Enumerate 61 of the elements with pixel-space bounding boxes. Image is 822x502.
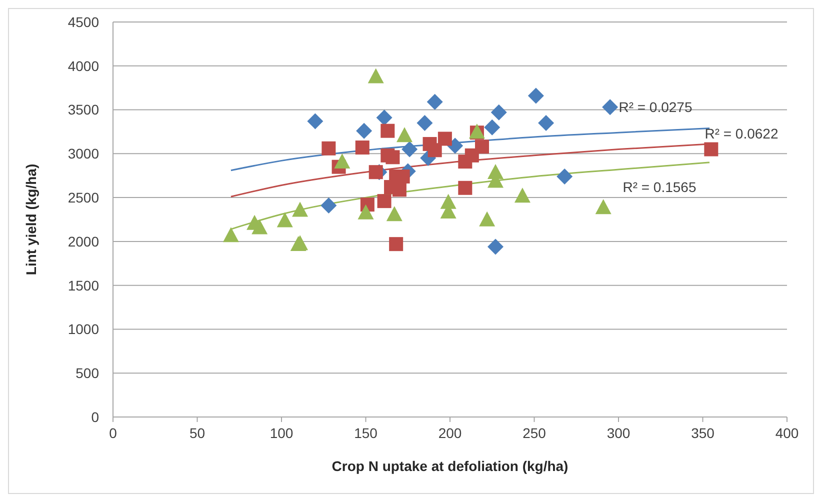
point — [355, 140, 370, 155]
x-tick-label: 350 — [691, 424, 715, 441]
point — [376, 110, 392, 126]
point — [386, 206, 402, 222]
point — [438, 132, 452, 146]
point — [402, 141, 418, 158]
y-tick-label: 2000 — [68, 233, 100, 250]
y-tick-label: 2500 — [68, 190, 100, 206]
x-tick-label: 100 — [270, 424, 294, 441]
point — [322, 141, 336, 156]
x-axis-title: Crop N uptake at defoliation (kg/ha) — [332, 458, 568, 474]
y-tick-label: 3500 — [68, 102, 100, 118]
point — [334, 153, 350, 168]
point — [426, 94, 443, 110]
point — [307, 113, 324, 130]
y-tick-label: 0 — [91, 408, 100, 425]
point — [396, 127, 413, 142]
y-tick-label: 1500 — [68, 277, 100, 294]
x-tick-label: 150 — [354, 424, 378, 441]
point — [416, 114, 433, 131]
point — [356, 122, 372, 139]
point — [447, 138, 464, 154]
point — [252, 219, 268, 234]
point — [704, 142, 718, 156]
point — [276, 212, 293, 228]
y-tick-label: 1000 — [68, 321, 100, 338]
y-tick-label: 4000 — [68, 58, 100, 74]
point — [377, 194, 392, 208]
y-tick-label: 3000 — [68, 146, 100, 162]
x-tick-label: 300 — [606, 424, 630, 441]
point — [514, 188, 530, 203]
x-tick-label: 50 — [189, 424, 206, 441]
annotation: R² = 0.0275 — [618, 98, 692, 115]
x-tick-label: 0 — [109, 424, 118, 441]
point — [380, 124, 395, 138]
point — [484, 119, 500, 136]
y-tick-label: 4500 — [68, 14, 100, 30]
point — [556, 168, 573, 184]
point — [368, 165, 383, 180]
point — [538, 114, 554, 131]
point — [595, 199, 612, 214]
point — [487, 238, 504, 255]
x-tick-label: 250 — [522, 424, 546, 441]
point — [389, 237, 404, 252]
point — [602, 99, 618, 116]
point — [222, 227, 239, 242]
point — [358, 204, 374, 220]
point — [479, 211, 496, 226]
annotation: R² = 0.1565 — [622, 179, 696, 196]
point — [292, 202, 308, 217]
point — [386, 150, 400, 164]
point — [458, 180, 472, 195]
y-axis-title: Lint yield (kg/ha) — [22, 164, 39, 276]
x-tick-label: 400 — [775, 424, 799, 441]
point — [528, 88, 544, 104]
point — [320, 197, 337, 214]
point — [475, 140, 490, 154]
annotation: R² = 0.0622 — [704, 126, 778, 142]
y-tick-label: 500 — [76, 365, 100, 382]
point — [490, 104, 507, 120]
x-tick-label: 200 — [438, 424, 462, 441]
